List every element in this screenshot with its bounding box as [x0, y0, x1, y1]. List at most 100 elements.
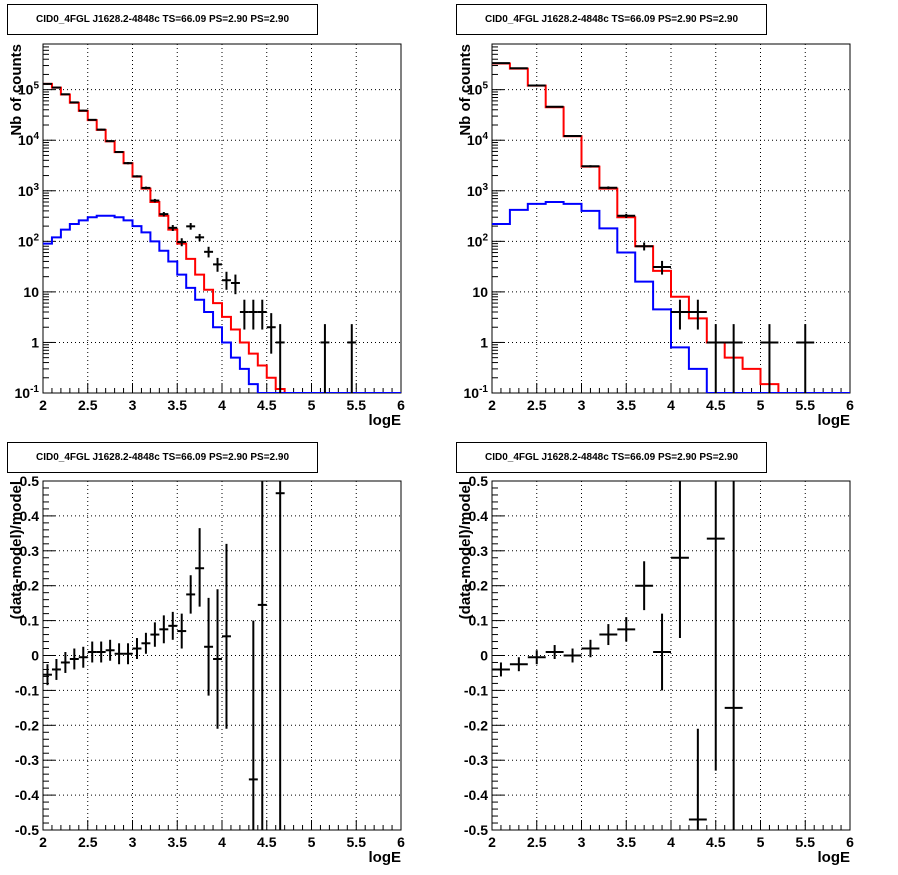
- y-axis-label: (data-model)/model: [457, 481, 474, 619]
- data-point: [230, 274, 240, 295]
- x-tick-label: 3: [578, 397, 586, 413]
- data-point: [150, 622, 160, 647]
- data-point: [706, 324, 725, 393]
- data-point: [141, 186, 151, 190]
- series-line: [43, 82, 401, 393]
- data-point: [60, 652, 70, 673]
- data-point: [706, 481, 725, 771]
- x-tick-label: 3.5: [168, 397, 188, 413]
- y-tick-label: 0.3: [469, 543, 489, 559]
- data-point: [96, 128, 106, 131]
- data-point: [195, 528, 205, 607]
- data-point: [581, 639, 600, 658]
- x-tick-label: 6: [846, 834, 854, 850]
- data-point: [509, 657, 528, 672]
- data-point: [123, 162, 133, 165]
- data-point: [69, 648, 79, 670]
- data-point: [492, 62, 510, 65]
- data-point: [760, 324, 779, 393]
- y-tick-label: 10-1: [15, 384, 40, 401]
- data-point: [671, 481, 689, 639]
- data-point: [51, 86, 61, 89]
- data-point: [186, 575, 196, 614]
- data-point: [195, 233, 205, 242]
- data-point: [635, 242, 654, 251]
- data-point: [688, 728, 707, 830]
- y-tick-label: 104: [18, 131, 40, 148]
- data-point: [275, 324, 285, 393]
- y-tick-label: 105: [18, 81, 40, 98]
- y-tick-label: 103: [18, 182, 40, 199]
- data-point: [266, 313, 276, 354]
- data-point: [617, 213, 636, 218]
- x-tick-label: 2: [488, 397, 496, 413]
- x-tick-label: 2.5: [78, 834, 98, 850]
- data-point: [509, 67, 528, 70]
- chart-title: CID0_4FGL J1628.2-4848c TS=66.09 PS=2.90…: [7, 4, 318, 35]
- data-point: [168, 225, 178, 232]
- series-line: [43, 214, 401, 393]
- y-tick-label: 0.5: [20, 473, 40, 489]
- data-point: [96, 641, 106, 663]
- x-tick-label: 3.5: [617, 397, 637, 413]
- y-tick-label: -0.1: [464, 682, 488, 698]
- data-point: [114, 643, 124, 665]
- x-tick-label: 5.5: [796, 397, 816, 413]
- data-point: [222, 543, 231, 729]
- chart-title: CID0_4FGL J1628.2-4848c TS=66.09 PS=2.90…: [7, 442, 318, 473]
- data-point: [204, 597, 214, 696]
- data-point: [239, 299, 249, 330]
- x-tick-label: 5: [757, 834, 765, 850]
- data-point: [545, 645, 564, 659]
- data-point: [105, 639, 115, 661]
- x-tick-label: 3: [578, 834, 586, 850]
- data-point: [635, 561, 654, 611]
- x-tick-label: 2: [39, 834, 47, 850]
- x-tick-label: 4: [667, 397, 675, 413]
- data-point: [43, 82, 52, 85]
- y-tick-label: -0.1: [15, 682, 39, 698]
- y-tick-label: 10: [472, 284, 488, 300]
- y-tick-label: -0.5: [15, 822, 39, 838]
- data-point: [671, 299, 689, 330]
- x-tick-label: 5.5: [347, 397, 367, 413]
- data-point: [724, 481, 743, 830]
- data-point: [123, 643, 133, 665]
- data-point: [159, 212, 169, 217]
- chart-title: CID0_4FGL J1628.2-4848c TS=66.09 PS=2.90…: [456, 4, 767, 35]
- data-point: [257, 299, 267, 330]
- data-point: [347, 324, 357, 393]
- y-tick-label: 0.4: [469, 508, 489, 524]
- x-tick-label: 4.5: [257, 834, 277, 850]
- chart-title: CID0_4FGL J1628.2-4848c TS=66.09 PS=2.90…: [456, 442, 767, 473]
- y-axis-label: (data-model)/model: [8, 481, 25, 619]
- y-tick-label: 0: [31, 648, 39, 664]
- data-point: [213, 589, 222, 729]
- chart-svg-p1: 2 2.5 3 3.5 4 4.5 5 5.5 6 10-1 1 10 102 103 104 105 logE…: [8, 43, 405, 429]
- x-tick-label: 2.5: [527, 834, 547, 850]
- y-axis-label: Nb of counts: [457, 44, 474, 136]
- data-point: [796, 324, 815, 393]
- x-tick-label: 4.5: [706, 834, 726, 850]
- panel-residuals-right: CID0_4FGL J1628.2-4848c TS=66.09 PS=2.90…: [449, 437, 898, 875]
- data-point: [275, 481, 285, 830]
- data-point: [527, 650, 546, 665]
- y-tick-label: 0.5: [469, 473, 489, 489]
- data-point: [599, 186, 618, 190]
- x-tick-label: 6: [397, 834, 405, 850]
- data-point: [248, 299, 258, 330]
- y-tick-label: 1: [480, 334, 488, 350]
- data-point: [114, 150, 124, 153]
- x-tick-label: 4.5: [257, 397, 277, 413]
- data-point: [132, 175, 142, 178]
- data-point: [105, 140, 115, 143]
- x-tick-label: 2.5: [527, 397, 547, 413]
- y-axis-label: Nb of counts: [8, 44, 25, 136]
- y-tick-label: 0.1: [469, 613, 489, 629]
- data-point: [159, 615, 169, 644]
- data-point: [177, 238, 187, 247]
- data-point: [563, 135, 582, 138]
- panel-counts-right: CID0_4FGL J1628.2-4848c TS=66.09 PS=2.90…: [449, 0, 898, 437]
- data-point: [688, 299, 707, 330]
- x-axis-label: logE: [369, 412, 402, 429]
